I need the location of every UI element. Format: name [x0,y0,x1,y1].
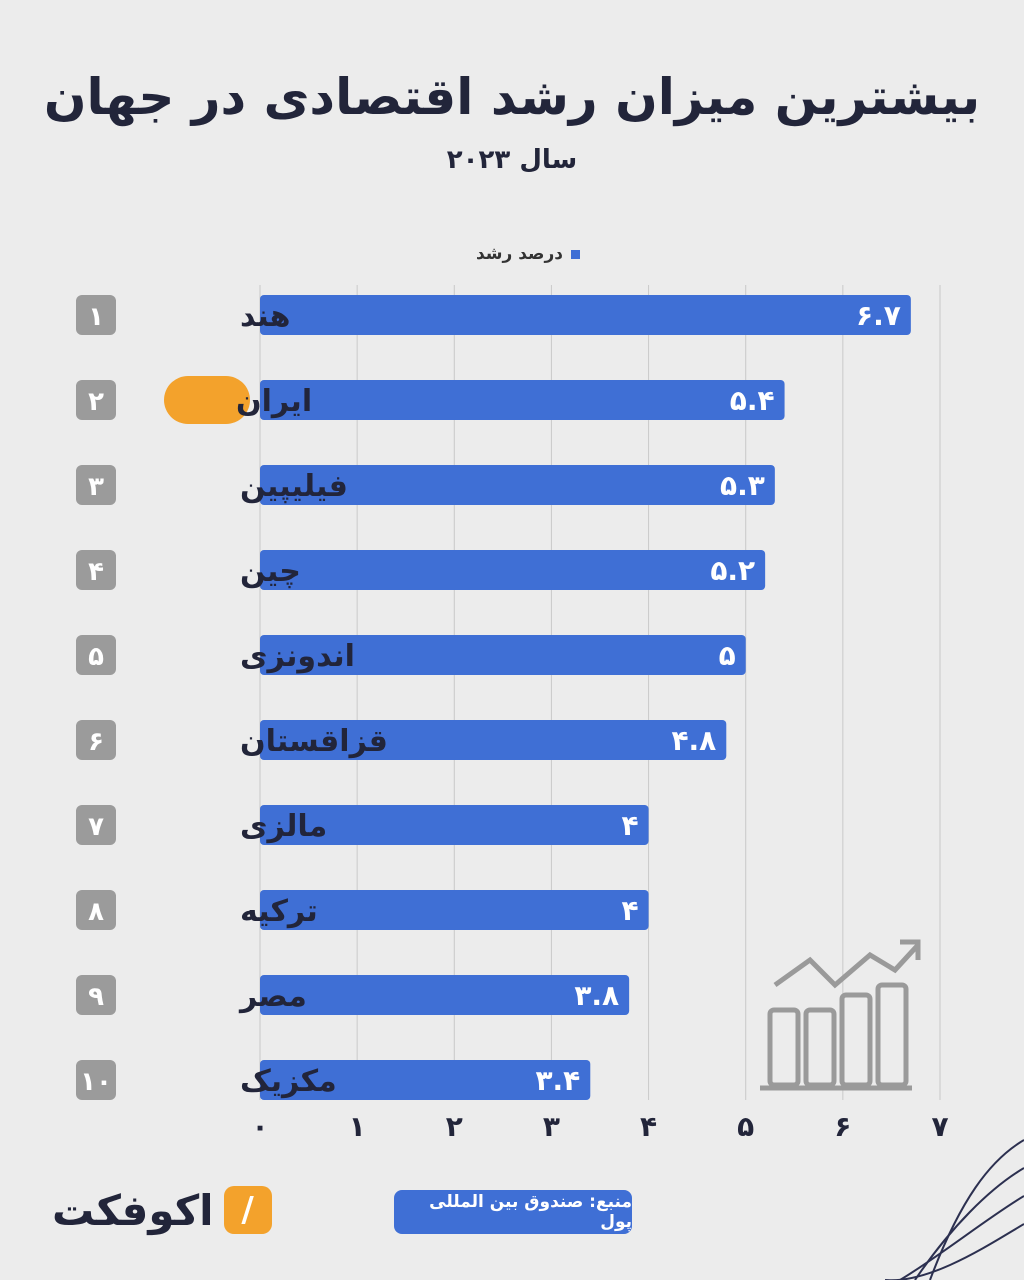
bar-9 [260,975,630,1015]
category-label-1: هند [240,299,290,334]
rank-label-1: ۱ [88,302,104,332]
bar-5 [260,635,746,675]
x-tick-label-2: ۲ [446,1110,463,1143]
rank-badge-6 [76,720,116,760]
category-label-3: فیلیپین [240,469,348,504]
growth-chart-icon [760,939,921,1091]
rank-label-7: ۷ [88,812,104,842]
rank-badge-8 [76,890,116,930]
category-label-5: اندونزی [240,639,355,674]
rank-label-5: ۵ [88,642,104,672]
source-badge: منبع: صندوق بین المللی پول [394,1190,632,1234]
bar-8 [260,890,649,930]
bar-value-label-4: ۵.۲ [710,554,755,587]
bar-3 [260,465,775,505]
rank-label-4: ۴ [88,557,104,587]
x-tick-label-1: ۱ [349,1110,366,1143]
category-label-4: چین [240,554,301,589]
rank-badge-9 [76,975,116,1015]
bar-value-label-1: ۶.۷ [856,299,901,332]
rank-label-6: ۶ [88,727,104,757]
rank-label-3: ۳ [88,472,104,502]
rank-badge-5 [76,635,116,675]
category-label-2: ایران [236,384,312,419]
rank-badge-2 [76,380,116,420]
x-tick-label-0: ۰ [251,1110,268,1143]
wave-line-3 [885,1223,1024,1280]
x-tick-label-3: ۳ [543,1110,560,1143]
bar-value-label-9: ۳.۸ [574,979,619,1012]
rank-badge-3 [76,465,116,505]
rank-badge-1 [76,295,116,335]
category-label-10: مکزیک [240,1064,337,1099]
chart-subtitle: سال ۲۰۲۳ [446,145,578,175]
bar-value-label-5: ۵ [719,639,736,672]
wave-line-2 [899,1195,1024,1280]
rank-badge-4 [76,550,116,590]
rank-label-2: ۲ [88,387,104,417]
bar-7 [260,805,649,845]
x-tick-label-6: ۶ [834,1110,851,1143]
bar-value-label-2: ۵.۴ [730,384,775,417]
rank-badge-7 [76,805,116,845]
wave-line-1 [914,1167,1024,1280]
rank-label-8: ۸ [88,897,104,927]
bar-1 [260,295,911,335]
x-tick-label-4: ۴ [640,1110,657,1143]
bar-10 [260,1060,591,1100]
x-tick-label-5: ۵ [737,1110,754,1143]
legend-swatch [571,249,580,259]
logo-text: اکوفکت [52,1185,216,1235]
category-label-6: قزاقستان [240,724,388,759]
rank-label-9: ۹ [88,982,104,1012]
rank-badge-10 [76,1060,116,1100]
category-label-8: ترکیه [240,894,318,929]
legend: درصد رشد [440,244,580,264]
bar-value-label-8: ۴ [621,894,638,927]
bar-value-label-6: ۴.۸ [671,724,716,757]
x-tick-label-7: ۷ [931,1110,948,1143]
bar-6 [260,720,727,760]
bar-2 [260,380,785,420]
category-label-9: مصر [238,979,307,1014]
chart-title: بیشترین میزان رشد اقتصادی در جهان [43,68,981,126]
category-label-7: مالزی [240,809,327,844]
bar-4 [260,550,766,590]
bar-value-label-10: ۳.۴ [535,1064,580,1097]
rank-label-10: ۱۰ [80,1067,112,1097]
legend-label: درصد رشد [475,244,563,264]
bar-value-label-7: ۴ [621,809,638,842]
wave-line-0 [929,1139,1024,1280]
highlight-pill [164,376,250,424]
bar-value-label-3: ۵.۳ [720,469,765,502]
brand-logo: اکوفکت / [52,1184,272,1236]
logo-mark-icon: / [223,1186,272,1234]
